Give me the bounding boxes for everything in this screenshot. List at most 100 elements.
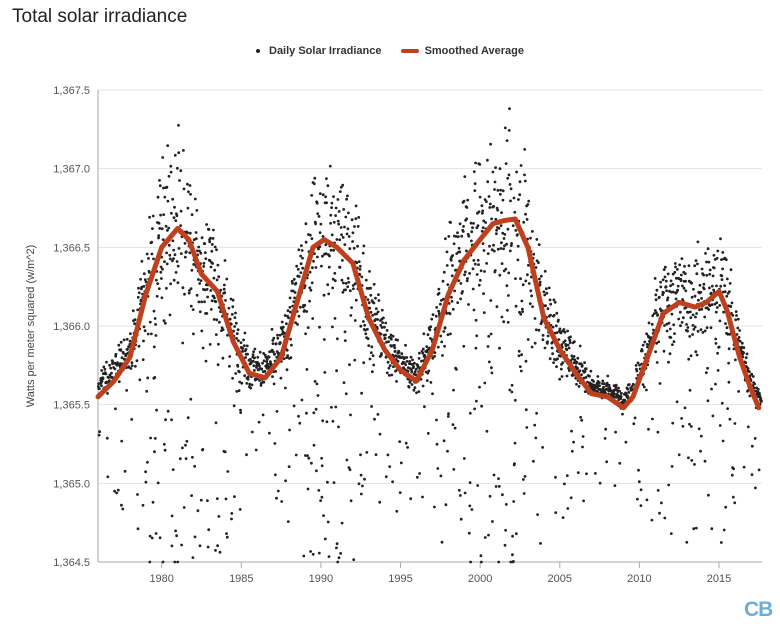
daily-point [387,340,390,343]
daily-point [705,260,708,264]
daily-point [149,436,153,440]
daily-point [368,306,372,310]
legend-item-smoothed[interactable]: Smoothed Average [400,45,524,57]
daily-point [722,528,726,532]
daily-point [551,352,554,356]
daily-point [351,284,355,287]
daily-point [724,505,728,509]
daily-point [345,458,349,462]
daily-point [314,266,318,269]
daily-point [243,344,246,347]
daily-point [276,336,280,340]
daily-point [356,225,360,228]
daily-point [542,290,546,294]
daily-point [415,391,418,395]
daily-point [245,382,249,385]
daily-point [330,405,333,409]
daily-point [270,327,274,331]
daily-point [627,383,631,386]
daily-point [404,343,407,347]
daily-point [202,265,206,268]
daily-point [734,318,738,322]
daily-point [686,329,689,333]
daily-point [560,343,564,347]
daily-point [177,247,181,250]
daily-point [105,436,109,440]
daily-point [583,361,586,364]
daily-point [669,532,673,535]
daily-point [275,355,279,359]
daily-point [688,335,692,338]
daily-point [496,247,500,251]
daily-point [556,357,559,361]
daily-point [346,285,350,289]
daily-point [285,322,288,326]
daily-point [209,308,213,311]
daily-point [328,254,331,258]
daily-point [674,276,678,280]
daily-point [446,415,450,418]
daily-point [439,474,443,478]
daily-point [165,251,169,255]
daily-point [461,290,464,293]
daily-point [300,244,303,248]
daily-point [672,323,676,327]
daily-point [710,527,714,531]
daily-point [480,404,483,408]
daily-point [486,180,490,184]
daily-point [416,365,420,369]
daily-point [360,391,363,395]
daily-point [228,355,232,358]
daily-point [652,312,656,315]
daily-point [157,287,161,290]
daily-point [209,289,213,292]
daily-point [400,352,404,356]
daily-point [283,314,287,317]
daily-point [102,365,106,369]
daily-point [452,388,455,392]
daily-point [480,560,483,564]
daily-point [301,256,304,260]
daily-point [233,325,237,328]
daily-point [709,291,713,295]
daily-point [454,235,458,238]
daily-point [758,394,762,397]
daily-point [97,433,101,437]
daily-point [720,401,724,405]
daily-point [177,151,181,155]
daily-point [341,183,345,187]
daily-point [343,330,347,334]
daily-point [693,294,697,298]
daily-point [271,342,275,345]
daily-point [655,361,659,364]
daily-point [224,497,228,501]
daily-point [243,331,247,335]
daily-point [673,270,677,274]
daily-point [154,532,158,535]
daily-point [166,199,170,203]
daily-point [631,382,635,386]
legend-item-daily[interactable]: Daily Solar Irradiance [256,45,382,57]
daily-point [170,418,174,422]
daily-point [503,233,507,236]
daily-point [693,325,697,329]
daily-point [296,322,299,326]
daily-point [279,376,283,380]
daily-point [343,339,347,342]
daily-point [182,187,186,191]
daily-point [728,417,732,421]
daily-point [604,427,608,431]
daily-point [183,255,187,259]
daily-point [453,426,457,430]
daily-point [697,427,701,431]
daily-point [315,201,319,205]
daily-point [173,153,177,157]
daily-point [744,356,748,360]
daily-point [348,247,352,251]
daily-point [527,282,531,285]
daily-point [369,286,372,290]
daily-point [520,299,524,303]
daily-point [466,198,470,202]
daily-point [346,194,349,198]
daily-point [377,293,380,296]
